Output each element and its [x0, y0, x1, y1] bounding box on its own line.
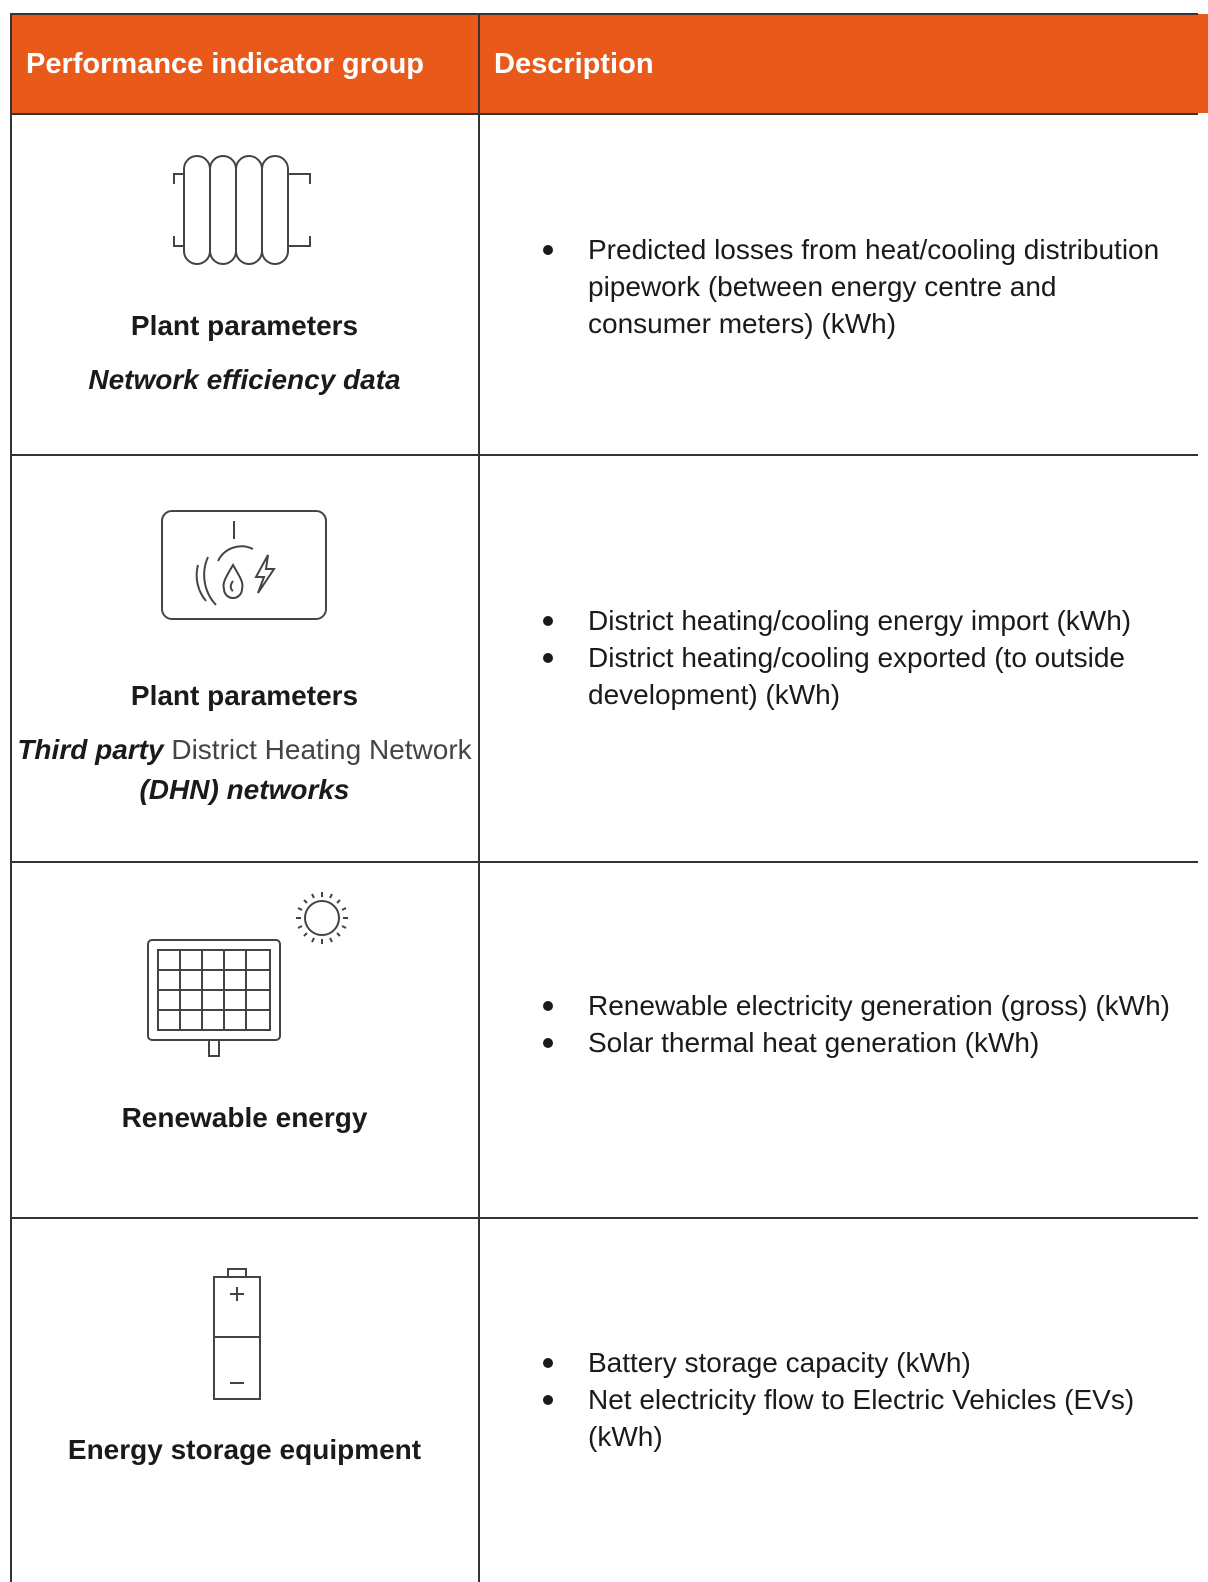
- border: [10, 1217, 1198, 1219]
- bullet-list: Battery storage capacity (kWh) Net electr…: [540, 1344, 1180, 1455]
- group-title: Plant parameters: [130, 680, 359, 711]
- group-title: Renewable energy: [121, 1102, 368, 1133]
- header-row: [10, 14, 1208, 113]
- text-segment: District Heating Network: [163, 734, 472, 765]
- border: [10, 454, 1198, 456]
- border: [10, 113, 1198, 115]
- text-segment: Third party: [17, 734, 164, 765]
- border: [478, 13, 480, 1582]
- group-title: Plant parameters: [130, 310, 359, 341]
- bullet-item: Predicted losses from heat/cooling distr…: [540, 231, 1180, 342]
- bullet-item: District heating/cooling exported (to ou…: [540, 639, 1180, 713]
- header-cell: Performance indicator group: [26, 48, 425, 80]
- border: [10, 13, 1198, 15]
- group-title: Energy storage equipment: [67, 1434, 422, 1465]
- group-subtitle: Network efficiency data: [10, 360, 479, 400]
- border: [10, 13, 12, 1582]
- text-segment: Network efficiency data: [88, 364, 401, 395]
- network-icon: [161, 510, 327, 620]
- bullet-item: District heating/cooling energy import (…: [540, 602, 1180, 639]
- radiator-icon: [173, 155, 311, 265]
- bullet-item: Solar thermal heat generation (kWh): [540, 1024, 1180, 1061]
- group-subtitle: Third party District Heating Network (DH…: [10, 730, 479, 810]
- text-segment: (DHN) networks: [139, 774, 350, 805]
- bullet-list: District heating/cooling energy import (…: [540, 602, 1180, 713]
- bullet-item: Net electricity flow to Electric Vehicle…: [540, 1381, 1180, 1455]
- border: [10, 861, 1198, 863]
- header-cell: Description: [494, 48, 654, 80]
- solar-icon: [147, 892, 348, 1057]
- bullet-item: Renewable electricity generation (gross)…: [540, 987, 1180, 1024]
- bullet-list: Predicted losses from heat/cooling distr…: [540, 231, 1180, 342]
- battery-icon: [213, 1268, 261, 1400]
- bullet-item: Battery storage capacity (kWh): [540, 1344, 1180, 1381]
- bullet-list: Renewable electricity generation (gross)…: [540, 987, 1180, 1061]
